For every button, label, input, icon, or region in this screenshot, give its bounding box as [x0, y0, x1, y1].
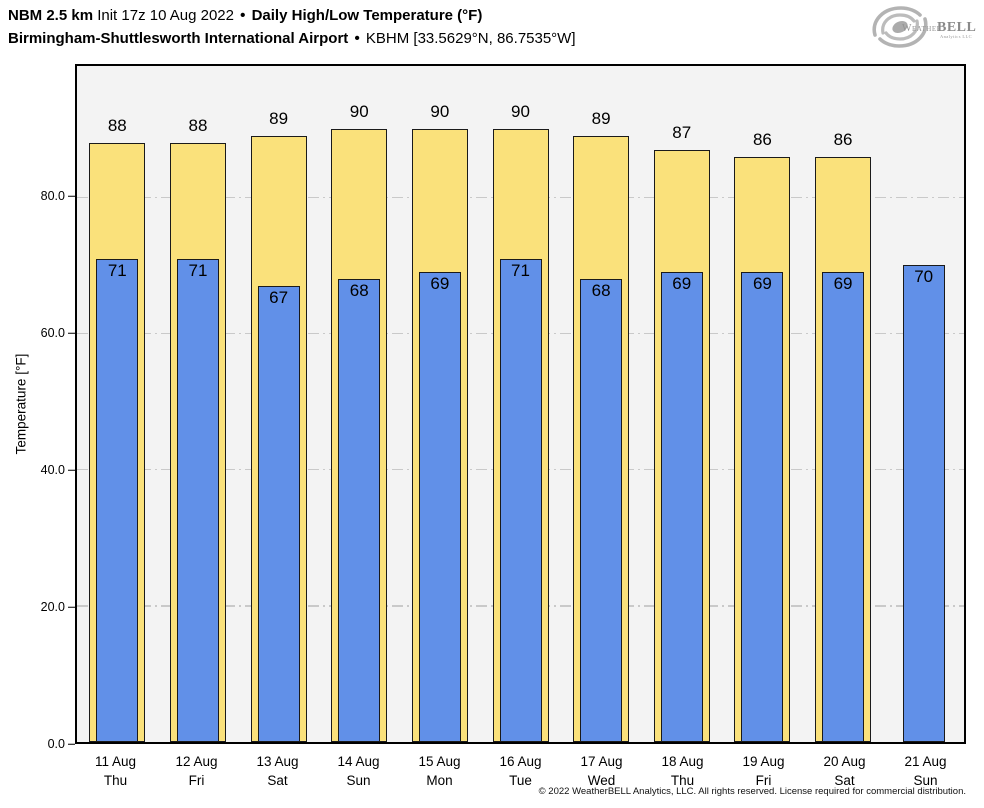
- high-value-label: 86: [833, 129, 853, 149]
- low-value-label: 69: [430, 274, 450, 294]
- x-axis-labels: 11 Aug Thu 12 Aug Fri 13 Aug Sat 14 Aug Sun 15 A…: [75, 750, 966, 794]
- x-label-date: 18 Aug: [661, 754, 704, 769]
- x-label-date: 11 Aug: [94, 754, 137, 769]
- y-axis: 0.0 20.0 40.0 60.0 80.0: [0, 64, 75, 751]
- low-bar: 69: [741, 272, 784, 742]
- x-axis-category: 21 Aug Sun: [904, 752, 946, 790]
- x-label-date: 14 Aug: [337, 754, 380, 769]
- x-label-date: 21 Aug: [904, 754, 947, 769]
- x-label-day: Thu: [670, 773, 695, 788]
- x-label-day: Sun: [346, 773, 371, 788]
- high-value-label: 87: [672, 122, 692, 142]
- weatherbell-logo: Weather BELL Analytics LLC: [872, 6, 976, 48]
- low-value-label: 69: [672, 274, 692, 294]
- low-bar: 68: [338, 279, 381, 742]
- low-value-label: 71: [107, 260, 127, 280]
- x-axis-category: 16 Aug Tue: [499, 752, 541, 790]
- low-bar: 67: [257, 285, 300, 742]
- low-bar: 71: [499, 258, 542, 742]
- high-value-label: 90: [430, 102, 450, 122]
- y-tick-label: 80.0: [40, 189, 65, 204]
- low-value-label: 71: [188, 260, 208, 280]
- x-label-day: Mon: [426, 773, 453, 788]
- high-value-label: 89: [269, 109, 289, 129]
- hurricane-swirl-icon: [872, 6, 928, 48]
- x-label-day: Sat: [834, 773, 855, 788]
- low-value-label: 67: [269, 287, 289, 307]
- x-label-date: 15 Aug: [418, 754, 461, 769]
- y-tick-mark: [68, 332, 75, 334]
- separator-dot: •: [240, 7, 246, 24]
- x-label-day: Thu: [103, 773, 128, 788]
- high-value-label: 88: [188, 115, 208, 135]
- x-label-day: Fri: [755, 773, 772, 788]
- chart-header: NBM 2.5 km Init 17z 10 Aug 2022 • Daily …: [8, 4, 576, 50]
- low-bar: 69: [822, 272, 865, 742]
- low-bar: 68: [580, 279, 623, 742]
- low-value-label: 68: [349, 281, 369, 301]
- title-line-2: Birmingham-Shuttlesworth International A…: [8, 27, 576, 50]
- low-value-label: 70: [914, 267, 934, 287]
- low-bar: 69: [660, 272, 703, 742]
- y-tick-mark: [68, 743, 75, 745]
- x-axis-category: 15 Aug Mon: [418, 752, 460, 790]
- high-value-label: 90: [511, 102, 530, 122]
- x-label-day: Fri: [188, 773, 205, 788]
- low-value-label: 71: [511, 260, 530, 280]
- init-time: Init 17z 10 Aug 2022: [97, 7, 234, 24]
- y-tick-mark: [68, 606, 75, 608]
- high-value-label: 88: [107, 115, 127, 135]
- low-value-label: 69: [833, 274, 853, 294]
- x-axis-category: 14 Aug Sun: [337, 752, 379, 790]
- separator-dot: •: [354, 30, 360, 47]
- x-label-day: Wed: [587, 773, 616, 788]
- copyright-notice: © 2022 WeatherBELL Analytics, LLC. All r…: [538, 786, 966, 797]
- logo-text-analytics: Analytics LLC: [940, 34, 972, 39]
- station-name: Birmingham-Shuttlesworth International A…: [8, 30, 349, 47]
- x-label-date: 13 Aug: [256, 754, 299, 769]
- station-id: KBHM [33.5629°N, 86.7535°W]: [365, 30, 576, 47]
- low-value-label: 68: [591, 281, 611, 301]
- x-label-day: Sat: [267, 773, 288, 788]
- x-axis-category: 13 Aug Sat: [256, 752, 298, 790]
- x-axis-category: 18 Aug Thu: [661, 752, 703, 790]
- low-value-label: 69: [752, 274, 772, 294]
- x-axis-category: 20 Aug Sat: [823, 752, 865, 790]
- x-label-date: 19 Aug: [742, 754, 785, 769]
- product-title: Daily High/Low Temperature (°F): [251, 7, 483, 24]
- x-label-day: Sun: [913, 773, 938, 788]
- x-axis-category: 19 Aug Fri: [742, 752, 784, 790]
- x-label-date: 12 Aug: [175, 754, 218, 769]
- low-bar: 69: [418, 272, 461, 742]
- plot-area: 88 71 88 71 89 67 90 68 90 69 90 71 89 68 87 69 86 69 86 69…: [75, 64, 966, 744]
- high-value-label: 86: [752, 129, 772, 149]
- y-tick-label: 40.0: [40, 463, 65, 478]
- y-tick-label: 0.0: [47, 737, 65, 751]
- x-axis-category: 17 Aug Wed: [580, 752, 622, 790]
- x-label-date: 17 Aug: [580, 754, 623, 769]
- logo-text-weather: Weather: [902, 23, 942, 34]
- y-tick-label: 20.0: [40, 600, 65, 615]
- high-value-label: 90: [349, 102, 369, 122]
- x-label-day: Tue: [509, 773, 532, 788]
- logo-text-bell: BELL: [937, 20, 976, 35]
- model-name: NBM 2.5 km: [8, 7, 94, 24]
- y-tick-mark: [68, 469, 75, 471]
- x-label-date: 16 Aug: [499, 754, 542, 769]
- x-axis-category: 11 Aug Thu: [95, 752, 136, 790]
- high-value-label: 89: [591, 109, 611, 129]
- x-axis-category: 12 Aug Fri: [175, 752, 217, 790]
- low-bar: 71: [96, 258, 139, 742]
- x-label-date: 20 Aug: [823, 754, 866, 769]
- title-line-1: NBM 2.5 km Init 17z 10 Aug 2022 • Daily …: [8, 4, 576, 27]
- y-tick-label: 60.0: [40, 326, 65, 341]
- low-bar: 70: [902, 265, 945, 742]
- y-tick-mark: [68, 195, 75, 197]
- low-bar: 71: [176, 258, 219, 742]
